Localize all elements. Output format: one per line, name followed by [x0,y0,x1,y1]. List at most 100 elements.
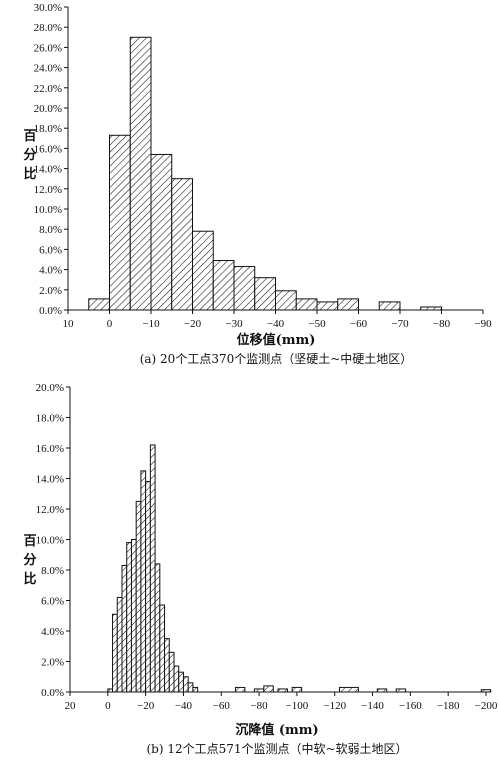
histogram-bar [275,290,297,311]
histogram-bar [173,665,180,693]
histogram-bar [192,230,214,311]
y-tick-label: 10.0% [36,535,64,547]
chart-b: 0.0% 2.0% 4.0% 6.0% 8.0% 10.0% 12.0% 14.0% 16.0%… [23,382,497,756]
y-tick-label: 22.0% [34,83,62,95]
y-tick-label: 10.0% [34,204,62,216]
chart-a-y-axis-label: 百分比 [23,129,36,182]
x-tick-label: −90 [474,318,492,330]
histogram-bar [126,542,132,693]
y-axis-label-char: 百 [23,129,36,144]
y-axis-label-char: 比 [23,571,36,587]
x-tick-label: −80 [433,318,451,330]
histogram-bar [135,500,142,693]
histogram-bar [337,298,359,311]
histogram-bar [233,266,256,311]
histogram-bar [121,564,128,693]
histogram-bar [129,36,152,311]
histogram-bar [88,298,110,311]
y-tick-label: 0.0% [39,305,62,317]
x-tick-label: −20 [137,700,155,712]
y-axis-label-char: 分 [23,552,36,568]
chart-a: 0.0% 2.0% 4.0% 6.0% 8.0% 10.0% 12.0% 14.0% 16.0%… [23,2,492,366]
y-tick-label: 2.0% [39,285,62,297]
y-tick-label: 18.0% [34,123,62,135]
x-tick-label: −70 [391,318,409,330]
chart-b-y-axis-label: 百分比 [23,534,36,587]
x-tick-label: −180 [437,700,460,712]
histogram-bar [378,301,401,311]
x-tick-label: −30 [225,318,243,330]
x-tick-label: 10 [63,318,75,330]
y-axis-label-char: 分 [23,147,36,163]
histogram-bar [112,613,118,693]
x-tick-label: −80 [250,700,268,712]
chart-a-y-tick-labels: 0.0% 2.0% 4.0% 6.0% 8.0% 10.0% 12.0% 14.0% 16.0%… [34,2,62,317]
y-tick-label: 2.0% [41,657,64,669]
histogram-bar [291,686,303,693]
histogram-bar [159,604,166,693]
histogram-bar [150,153,173,311]
chart-a-caption: (a) 20个工点370个监测点（坚硬土~中硬土地区） [140,351,413,366]
chart-b-x-axis-label: 沉降值 (mm) [235,722,318,738]
histogram-bar [149,444,156,693]
histogram-bar [263,685,274,693]
chart-b-bars [107,444,492,693]
x-tick-label: −40 [267,318,285,330]
x-tick-label: −140 [361,700,384,712]
histogram-bar [154,563,161,693]
histogram-bar [109,134,131,311]
x-tick-label: −100 [286,700,309,712]
histogram-bar [130,539,137,693]
y-tick-label: 14.0% [34,164,62,176]
chart-a-x-tick-labels: 10 0 −10 −20 −30 −40 −50 −60 −70 −80 −90 [63,318,493,330]
chart-b-x-tick-labels: 20 0 −20 −40 −60 −80 −100 −120 −140 −160 −180 −200 [65,700,498,712]
histogram-bar [316,301,339,311]
y-tick-label: 12.0% [34,184,62,196]
histogram-bar [295,298,318,311]
y-tick-label: 20.0% [34,103,62,115]
histogram-bar [254,277,276,311]
y-tick-label: 8.0% [41,565,64,577]
x-tick-label: 0 [105,700,111,712]
chart-b-axes [66,386,487,696]
chart-a-x-axis-label: 位移值(mm) [237,332,316,348]
x-tick-label: −200 [475,700,498,712]
histogram-bar [182,676,189,693]
histogram-bar [116,596,123,693]
x-tick-label: −120 [323,700,346,712]
y-tick-label: 26.0% [34,42,62,54]
histogram-bar [171,178,193,311]
x-tick-label: −10 [142,318,160,330]
chart-b-caption: (b) 12个工点571个监测点（中软~软弱土地区） [146,741,407,756]
y-tick-label: 18.0% [36,413,64,425]
x-tick-label: −20 [184,318,202,330]
y-tick-label: 14.0% [36,474,64,486]
histogram-bar [234,686,246,693]
histogram-bar [212,260,235,311]
x-tick-label: −50 [308,318,326,330]
x-tick-label: −60 [350,318,368,330]
histogram-bar [192,686,199,693]
y-tick-label: 28.0% [34,22,62,34]
y-tick-label: 4.0% [39,265,62,277]
histogram-bar [178,671,184,693]
x-tick-label: −40 [175,700,193,712]
chart-b-y-tick-labels: 0.0% 2.0% 4.0% 6.0% 8.0% 10.0% 12.0% 14.0% 16.0%… [36,382,64,699]
y-tick-label: 8.0% [39,224,62,236]
histogram-bar [164,638,170,693]
y-tick-label: 6.0% [41,596,64,608]
histogram-bar [187,682,194,693]
y-tick-label: 16.0% [36,443,64,455]
y-tick-label: 12.0% [36,504,64,516]
x-tick-label: −160 [399,700,422,712]
y-axis-label-char: 百 [23,534,36,549]
y-tick-label: 30.0% [34,2,62,14]
x-tick-label: 0 [107,318,113,330]
y-tick-label: 16.0% [34,143,62,155]
y-tick-label: 20.0% [36,382,64,394]
y-axis-label-char: 比 [23,166,36,182]
x-tick-label: −60 [213,700,231,712]
x-tick-label: 20 [65,700,77,712]
chart-a-axes [64,6,484,314]
